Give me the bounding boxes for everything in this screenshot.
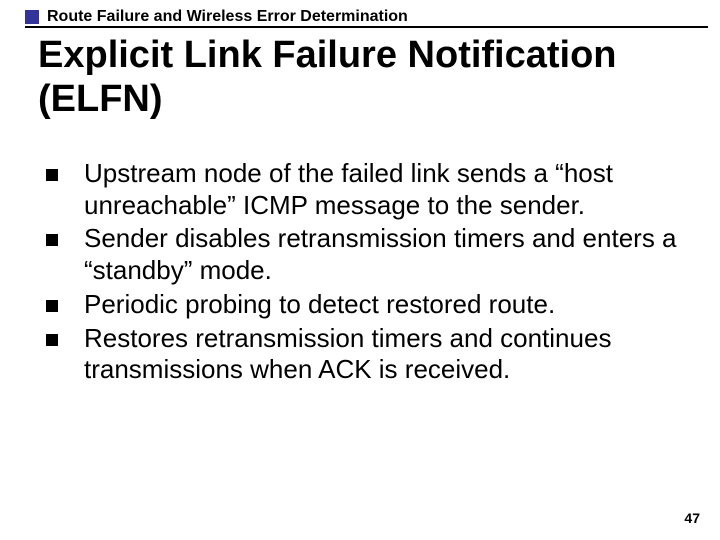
square-bullet-icon	[46, 334, 58, 346]
section-label: Route Failure and Wireless Error Determi…	[47, 8, 408, 26]
bullet-item: Upstream node of the failed link sends a…	[46, 158, 680, 221]
bullet-item: Restores retransmission timers and conti…	[46, 323, 680, 386]
slide-body: Upstream node of the failed link sends a…	[46, 158, 680, 388]
header-accent-box	[25, 10, 39, 24]
bullet-text: Upstream node of the failed link sends a…	[84, 158, 680, 221]
page-number: 47	[684, 510, 700, 526]
bullet-text: Sender disables retransmission timers an…	[84, 223, 680, 286]
header-underline	[25, 26, 708, 28]
header-row: Route Failure and Wireless Error Determi…	[0, 6, 720, 28]
bullet-text: Periodic probing to detect restored rout…	[84, 289, 555, 321]
square-bullet-icon	[46, 169, 58, 181]
slide-title: Explicit Link Failure Notification (ELFN…	[38, 34, 690, 121]
slide: Route Failure and Wireless Error Determi…	[0, 0, 720, 540]
bullet-item: Periodic probing to detect restored rout…	[46, 289, 680, 321]
square-bullet-icon	[46, 300, 58, 312]
bullet-text: Restores retransmission timers and conti…	[84, 323, 680, 386]
square-bullet-icon	[46, 234, 58, 246]
bullet-item: Sender disables retransmission timers an…	[46, 223, 680, 286]
